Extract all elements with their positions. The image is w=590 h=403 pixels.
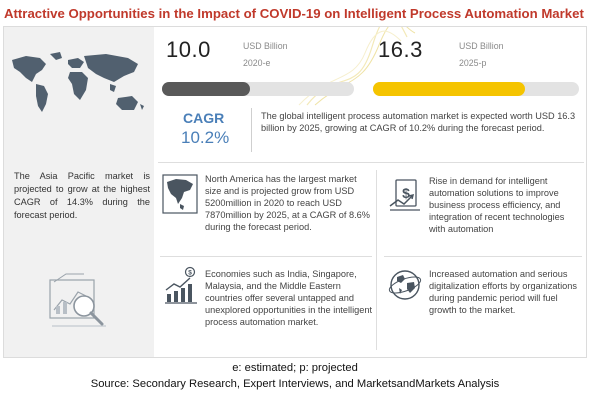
asia-pacific-text: The Asia Pacific market is projected to … <box>14 171 150 220</box>
cagr-label: CAGR <box>183 110 225 126</box>
bar-track-2020 <box>162 82 354 96</box>
bar-2025 <box>373 82 525 96</box>
world-map-icon <box>12 52 144 112</box>
infographic-frame <box>3 26 587 358</box>
year-2025: 2025-p <box>459 58 487 68</box>
growth-chart-icon: $ <box>165 266 197 304</box>
svg-text:$: $ <box>188 270 192 277</box>
svg-text:$: $ <box>402 185 410 201</box>
source-note: Source: Secondary Research, Expert Inter… <box>90 378 500 390</box>
divider <box>160 256 372 257</box>
bar-track-2025 <box>373 82 579 96</box>
value-2025: 16.3 <box>378 37 423 62</box>
globe-icon <box>388 270 422 300</box>
divider <box>384 256 582 257</box>
market-summary-text: The global intelligent process automatio… <box>261 111 576 133</box>
money-growth-icon: $ <box>389 179 420 211</box>
economies-text: Economies such as India, Singapore, Mala… <box>205 269 373 327</box>
unit-2025: USD Billion <box>459 41 504 51</box>
unit-2020: USD Billion <box>243 41 288 51</box>
divider <box>158 162 584 163</box>
bar-2020 <box>162 82 250 96</box>
analytics-magnifier-icon <box>49 273 106 327</box>
digitalization-text: Increased automation and serious digital… <box>429 269 577 315</box>
value-2020: 10.0 <box>166 37 211 62</box>
divider <box>376 170 377 350</box>
year-2020: 2020-e <box>243 58 271 68</box>
cagr-value: 10.2% <box>181 128 230 147</box>
north-america-text: North America has the largest market siz… <box>205 174 370 232</box>
infographic-title: Attractive Opportunities in the Impact o… <box>4 6 584 21</box>
north-america-map-icon <box>162 174 198 214</box>
rise-in-demand-text: Rise in demand for intelligent automatio… <box>429 176 565 234</box>
cagr-divider <box>251 108 252 152</box>
estimate-legend: e: estimated; p: projected <box>232 362 358 374</box>
